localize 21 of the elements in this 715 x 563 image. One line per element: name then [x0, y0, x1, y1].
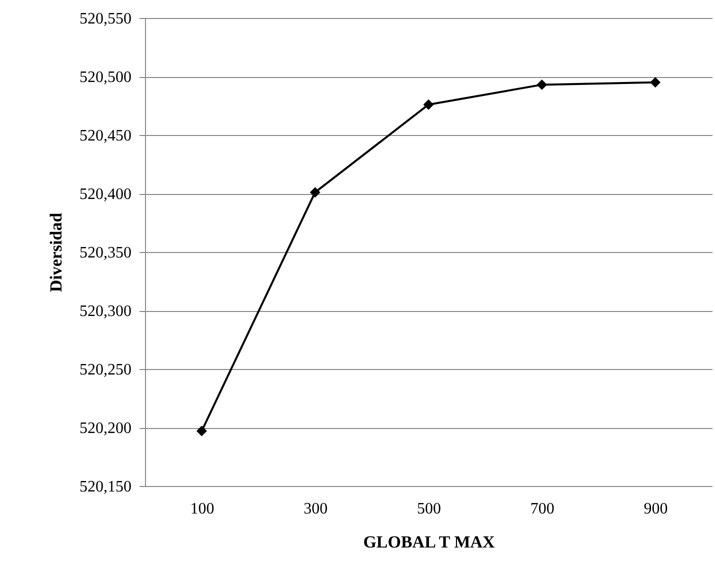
- x-axis-title: GLOBAL T MAX: [363, 532, 496, 552]
- y-tick-label: 520,450: [80, 128, 132, 144]
- y-tick-label: 520,150: [80, 478, 132, 496]
- x-tick-label: 500: [417, 500, 441, 518]
- point: [310, 187, 320, 198]
- point: [423, 99, 434, 110]
- point: [536, 79, 548, 90]
- y-axis-title: Diversidad: [46, 212, 66, 292]
- x-tick-label: 100: [190, 500, 214, 518]
- point: [196, 426, 207, 436]
- x-tick-label: 300: [304, 500, 328, 518]
- y-tick-label: 520,250: [80, 362, 132, 378]
- y-tick-label: 520,550: [80, 10, 132, 28]
- y-tick-label: 520,300: [80, 303, 132, 320]
- y-tick-label: 520,200: [80, 420, 132, 437]
- y-tick-label: 520,350: [80, 244, 132, 262]
- x-tick-label: 900: [644, 500, 668, 518]
- y-tick-label: 520,400: [80, 186, 132, 203]
- x-tick-label: 700: [530, 500, 554, 518]
- y-tick-label: 520,500: [80, 69, 132, 86]
- point: [650, 77, 661, 88]
